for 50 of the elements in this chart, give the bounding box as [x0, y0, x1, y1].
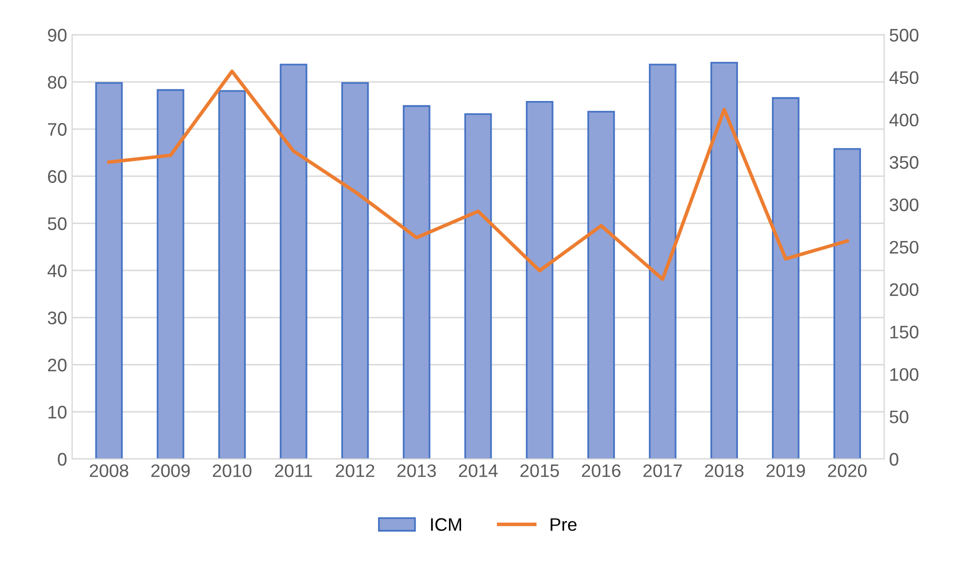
y2-tick-label: 400	[889, 114, 918, 126]
y-tick-label: 30	[48, 312, 67, 324]
bar	[402, 105, 430, 459]
x-tick-label: 2014	[458, 464, 498, 478]
y2-tick-label: 100	[890, 368, 918, 381]
y2-tick-label: 250	[890, 240, 918, 254]
y-tick-label: 70	[48, 123, 67, 136]
y-tick-label: 60	[48, 170, 67, 183]
y2-tick-label: 0	[890, 452, 898, 466]
bar	[280, 64, 308, 459]
bar	[95, 82, 123, 459]
bar	[156, 89, 184, 459]
y2-tick-label: 50	[890, 410, 908, 424]
y-tick-label: 20	[48, 358, 67, 372]
x-tick-label: 2019	[766, 464, 805, 478]
y2-tick-label: 200	[890, 283, 918, 296]
x-tick-label: 2018	[705, 464, 744, 478]
y-tick-label: 50	[48, 217, 67, 230]
y-tick-label: 90	[48, 28, 67, 42]
x-tick-label: 2016	[582, 464, 620, 478]
y2-tick-label: 150	[890, 326, 918, 338]
bar	[341, 82, 369, 459]
bar	[710, 62, 738, 459]
y2-tick-label: 350	[890, 156, 918, 169]
y2-tick-label: 300	[890, 198, 918, 212]
x-tick-label: 2015	[520, 464, 559, 478]
x-tick-label: 2012	[336, 464, 374, 478]
bar	[587, 110, 615, 459]
x-tick-label: 2008	[90, 464, 128, 478]
y-tick-label: 10	[48, 406, 67, 419]
x-tick-label: 2009	[151, 464, 190, 478]
bar	[464, 113, 492, 459]
bar	[833, 148, 861, 459]
legend-label: Pre	[550, 518, 577, 531]
y2-tick-label: 450	[889, 71, 918, 84]
x-tick-label: 2011	[275, 464, 312, 478]
y-tick-label: 40	[48, 264, 67, 278]
x-tick-label: 2013	[397, 464, 436, 478]
x-tick-label: 2017	[643, 464, 682, 478]
bar	[772, 97, 800, 459]
line-series	[107, 70, 849, 281]
x-tick-label: 2010	[212, 464, 252, 478]
bar	[218, 90, 246, 459]
y-tick-label: 80	[48, 76, 67, 89]
bar	[648, 64, 676, 459]
y2-tick-label: 500	[890, 28, 918, 42]
bar	[526, 100, 554, 459]
x-tick-label: 2020	[828, 464, 867, 478]
legend-label: ICM	[431, 518, 462, 531]
y-tick-label: 0	[58, 452, 67, 466]
